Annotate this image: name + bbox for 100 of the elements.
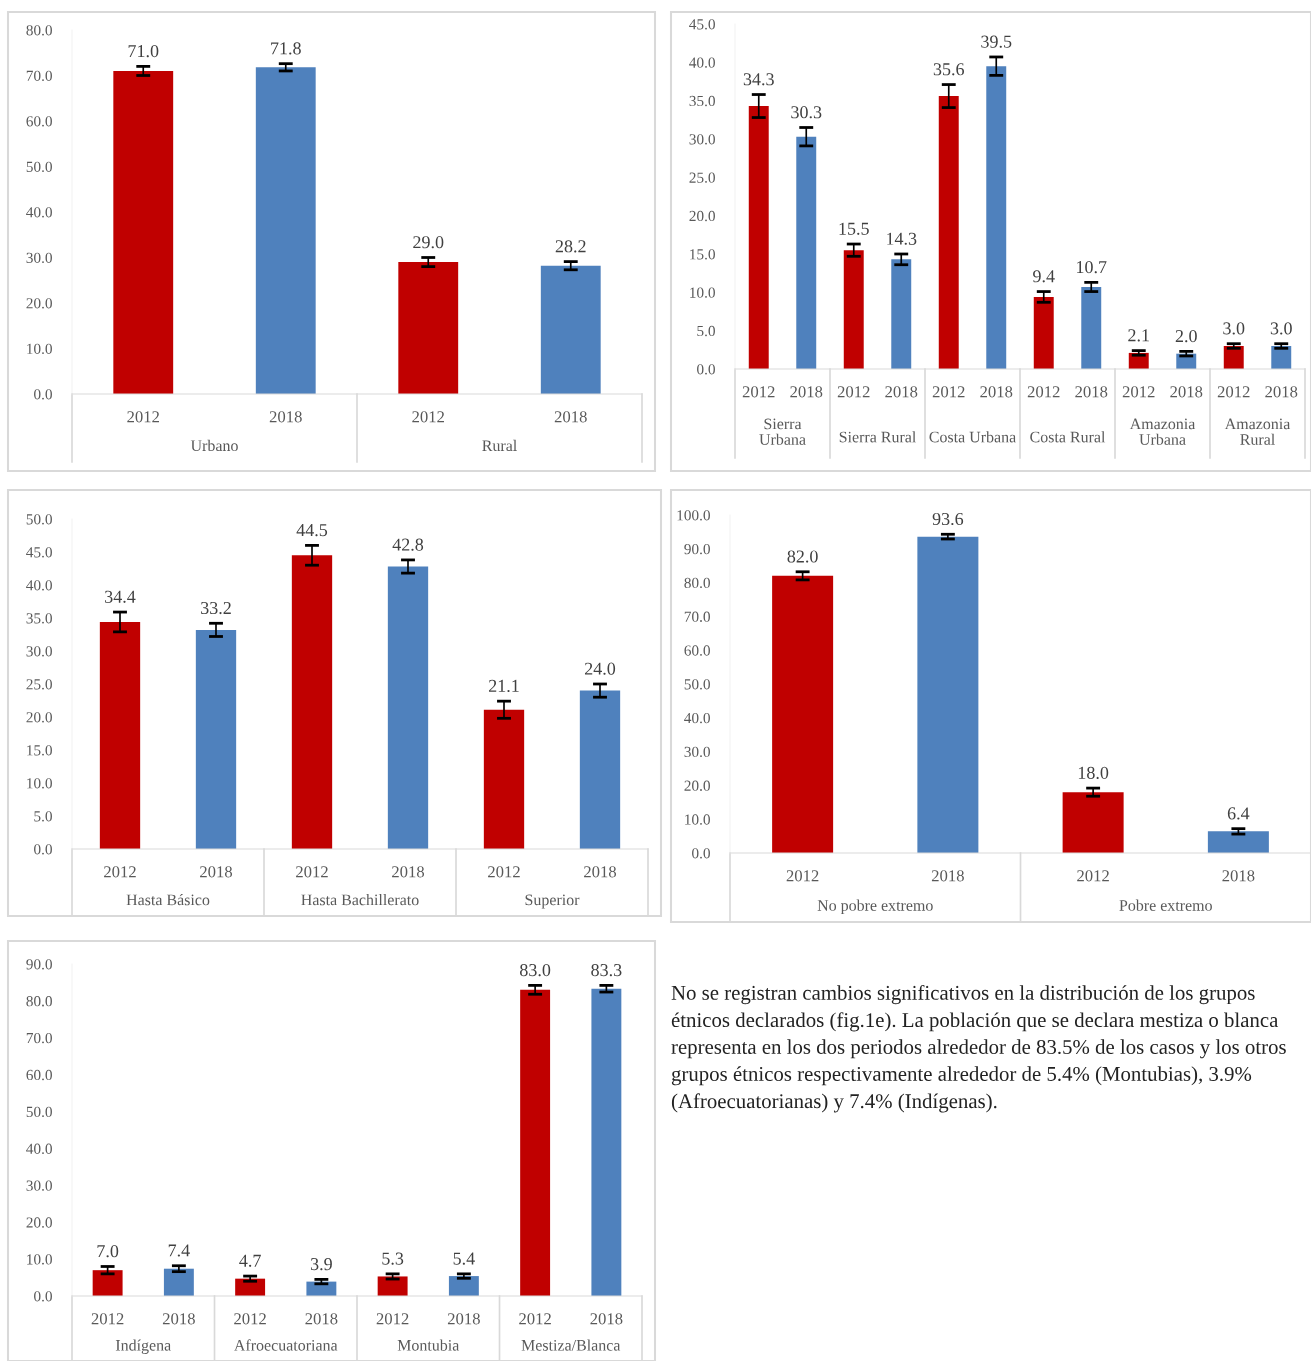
data-label: 2.1 (1128, 329, 1149, 342)
y-tick-label: 30.0 (26, 646, 52, 657)
bar (398, 262, 459, 394)
y-tick-label: 0.0 (692, 848, 710, 859)
text: Amazonia Rural (1224, 418, 1291, 445)
bar (917, 536, 979, 853)
y-tick-label: 100.0 (677, 510, 710, 521)
bar (255, 67, 316, 394)
text: No pobre extremo (817, 899, 933, 915)
x-tick-label: 2018 (305, 1313, 338, 1325)
data-label: 24.0 (584, 662, 616, 675)
x-tick-label: 2012 (786, 870, 819, 882)
data-label: 3.9 (310, 1258, 332, 1271)
bar (1271, 346, 1292, 369)
x-tick-label: 2012 (1027, 386, 1060, 398)
x-tick-label: 2012 (412, 411, 444, 423)
y-tick-label: 0.0 (34, 844, 52, 855)
data-label: 21.1 (488, 679, 519, 693)
x-tick-label: 2018 (590, 1313, 623, 1325)
y-tick-label: 30.0 (26, 1180, 52, 1191)
y-tick-label: 40.0 (26, 207, 52, 218)
x-tick-label: 2018 (200, 866, 233, 878)
bar (1062, 792, 1124, 853)
y-tick-label: 20.0 (26, 712, 52, 723)
bar (113, 70, 174, 394)
y-tick-label: 15.0 (690, 249, 715, 260)
y-tick-label: 70.0 (26, 1032, 52, 1044)
data-label: 34.3 (743, 73, 774, 86)
y-tick-label: 15.0 (27, 745, 52, 756)
text: Costa Rural (1030, 431, 1106, 443)
bar (99, 621, 141, 849)
y-tick-label: 60.0 (684, 645, 710, 656)
y-tick-label: 80.0 (684, 577, 710, 589)
text: Afroecuatoriana (234, 1339, 338, 1351)
text: Mestiza/Blanca (521, 1339, 621, 1351)
x-tick-label: 2018 (554, 411, 587, 423)
y-tick-label: 30.0 (689, 134, 715, 145)
data-label: 3.0 (1223, 322, 1245, 335)
text: Amazonia Urbana (1129, 418, 1196, 445)
x-tick-label: 2012 (837, 386, 870, 398)
bar (377, 1276, 408, 1296)
text: Superior (525, 894, 580, 909)
bar (748, 106, 769, 369)
y-tick-label: 80.0 (26, 25, 52, 36)
data-label: 14.3 (887, 232, 917, 245)
data-label: 39.5 (981, 35, 1012, 48)
data-label: 28.2 (555, 240, 586, 253)
y-tick-label: 60.0 (26, 1069, 52, 1081)
y-tick-label: 45.0 (26, 547, 52, 558)
x-tick-label: 2012 (376, 1313, 409, 1325)
bar (448, 1276, 479, 1296)
text: Sierra Rural (839, 431, 916, 443)
y-tick-label: 10.0 (27, 343, 52, 355)
x-tick-label: 2012 (234, 1313, 266, 1325)
y-tick-label: 60.0 (26, 116, 52, 127)
bar (195, 629, 237, 849)
data-label: 44.5 (296, 524, 328, 537)
x-tick-label: 2018 (931, 870, 964, 882)
data-label: 15.5 (839, 222, 869, 235)
bar (1223, 346, 1244, 369)
data-label: 83.3 (591, 963, 622, 977)
bar (163, 1268, 194, 1296)
y-tick-label: 90.0 (684, 543, 710, 555)
x-tick-label: 2012 (932, 386, 965, 398)
x-tick-label: 2018 (584, 866, 617, 878)
bar (520, 989, 551, 1296)
text: Indígena (115, 1339, 171, 1354)
x-tick-label: 2012 (127, 411, 159, 423)
data-label: 83.0 (520, 963, 551, 977)
data-label: 6.4 (1227, 807, 1250, 820)
y-tick-label: 10.0 (690, 287, 715, 298)
bar (579, 690, 621, 849)
y-tick-label: 10.0 (27, 1254, 52, 1265)
data-label: 29.0 (413, 236, 444, 249)
text: Pobre extremo (1119, 899, 1212, 911)
y-tick-label: 5.0 (697, 325, 715, 337)
x-tick-label: 2018 (1075, 386, 1108, 398)
y-tick-label: 40.0 (26, 580, 52, 591)
text: Urbano (190, 439, 238, 452)
x-tick-label: 2018 (392, 866, 425, 878)
y-tick-label: 25.0 (26, 679, 52, 690)
x-tick-label: 2018 (447, 1313, 480, 1325)
data-label: 7.4 (168, 1244, 190, 1257)
x-tick-label: 2018 (1265, 386, 1298, 398)
y-tick-label: 70.0 (684, 611, 710, 622)
data-label: 71.8 (271, 42, 301, 55)
y-tick-label: 40.0 (689, 57, 715, 68)
bar (772, 575, 834, 853)
y-tick-label: 35.0 (26, 613, 52, 624)
x-tick-label: 2018 (269, 411, 302, 423)
bar (843, 250, 864, 369)
bar (1033, 296, 1054, 369)
x-tick-label: 2012 (104, 866, 136, 878)
y-tick-label: 80.0 (26, 996, 52, 1007)
bar (1207, 831, 1269, 853)
y-tick-label: 70.0 (26, 70, 52, 82)
y-tick-label: 90.0 (26, 959, 52, 970)
data-label: 82.0 (787, 550, 818, 563)
text: Sierra Urbana (759, 418, 806, 445)
data-label: 4.7 (239, 1254, 261, 1267)
